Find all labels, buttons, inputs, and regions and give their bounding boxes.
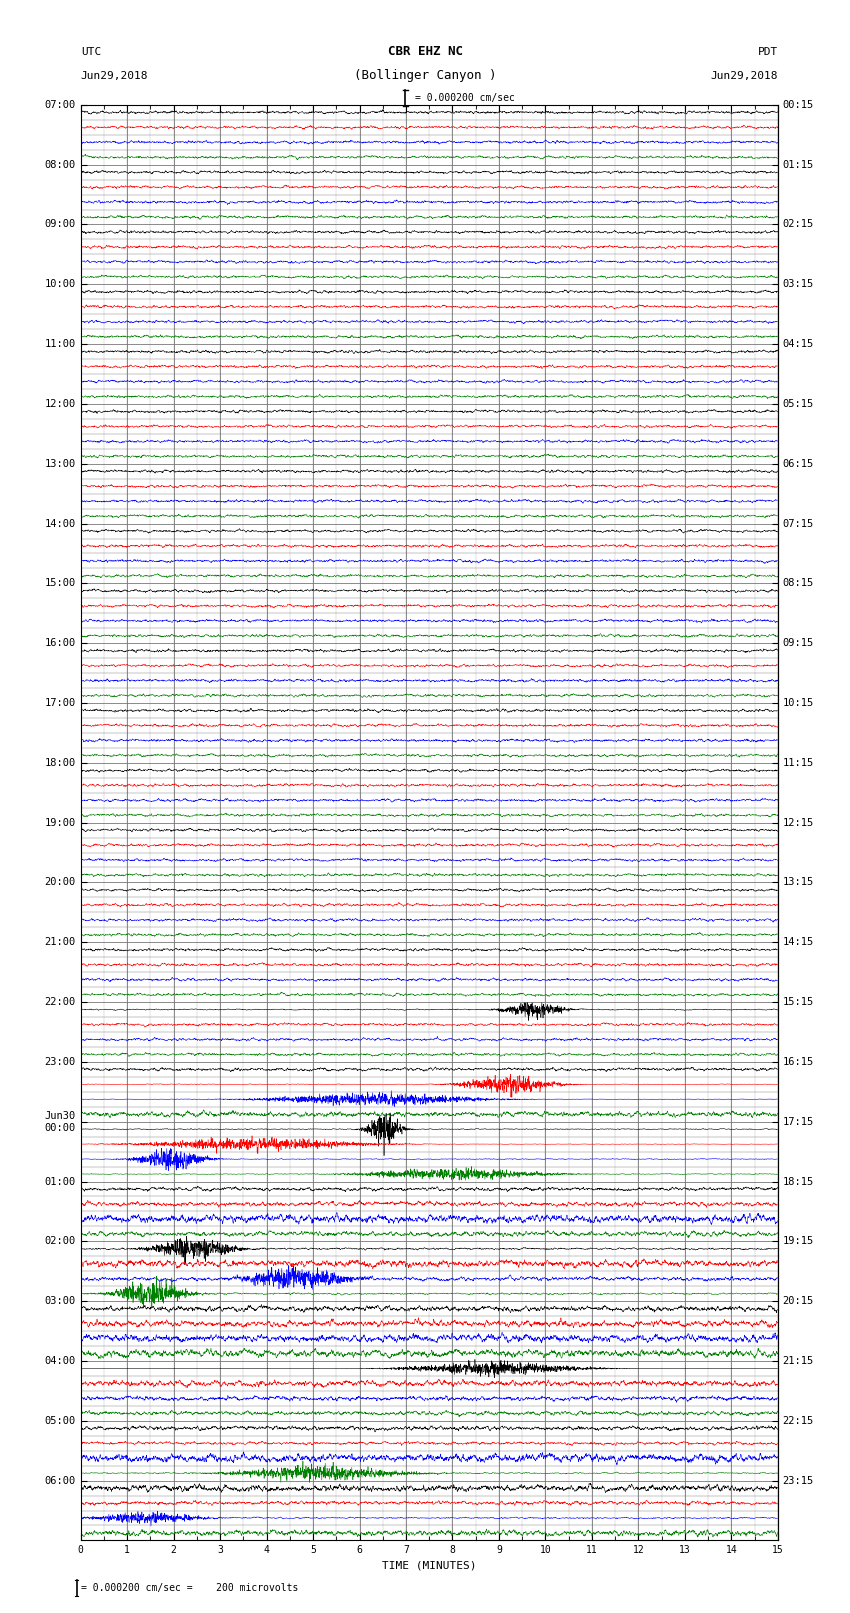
Text: UTC: UTC xyxy=(81,47,101,56)
Text: PDT: PDT xyxy=(757,47,778,56)
Text: Jun29,2018: Jun29,2018 xyxy=(711,71,778,81)
Text: (Bollinger Canyon ): (Bollinger Canyon ) xyxy=(354,69,496,82)
Text: = 0.000200 cm/sec: = 0.000200 cm/sec xyxy=(415,94,514,103)
X-axis label: TIME (MINUTES): TIME (MINUTES) xyxy=(382,1561,477,1571)
Text: Jun29,2018: Jun29,2018 xyxy=(81,71,148,81)
Text: CBR EHZ NC: CBR EHZ NC xyxy=(388,45,462,58)
Text: = 0.000200 cm/sec =    200 microvolts: = 0.000200 cm/sec = 200 microvolts xyxy=(81,1582,298,1592)
